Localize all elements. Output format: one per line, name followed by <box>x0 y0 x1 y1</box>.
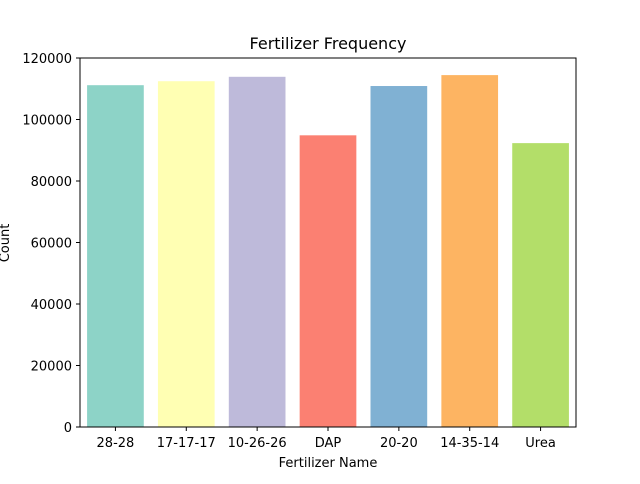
bar-17-17-17 <box>157 81 215 428</box>
x-axis-label: Fertilizer Name <box>279 456 378 471</box>
y-axis-ticks: 0 20000 40000 60000 80000 100000 120000 <box>22 52 80 436</box>
y-tick-label: 100000 <box>22 114 72 129</box>
bar-10-26-26 <box>228 76 286 428</box>
x-tick-label: DAP <box>315 436 342 451</box>
y-tick-label: 80000 <box>31 175 72 190</box>
y-tick-label: 120000 <box>22 52 72 67</box>
bar-Urea <box>512 143 569 427</box>
bar-20-20 <box>370 86 428 428</box>
chart-title: Fertilizer Frequency <box>250 34 407 53</box>
y-tick-label: 0 <box>64 421 72 436</box>
bar-DAP <box>299 135 357 427</box>
x-tick-label: Urea <box>525 436 556 451</box>
x-tick-label: 28-28 <box>97 436 135 451</box>
x-tick-label: 20-20 <box>380 436 418 451</box>
y-tick-label: 40000 <box>31 298 72 313</box>
x-tick-label: 17-17-17 <box>157 436 216 451</box>
x-tick-label: 14-35-14 <box>440 436 499 451</box>
bars-layer <box>87 75 569 428</box>
x-tick-label: 10-26-26 <box>228 436 287 451</box>
y-tick-label: 60000 <box>31 237 72 252</box>
bar-28-28 <box>87 85 144 427</box>
y-axis-label: Count <box>0 224 13 263</box>
bar-14-35-14 <box>441 75 499 428</box>
x-axis-ticks: 28-28 17-17-17 10-26-26 DAP 20-20 14-35-14 Ure… <box>97 427 556 451</box>
y-tick-label: 20000 <box>31 360 72 375</box>
